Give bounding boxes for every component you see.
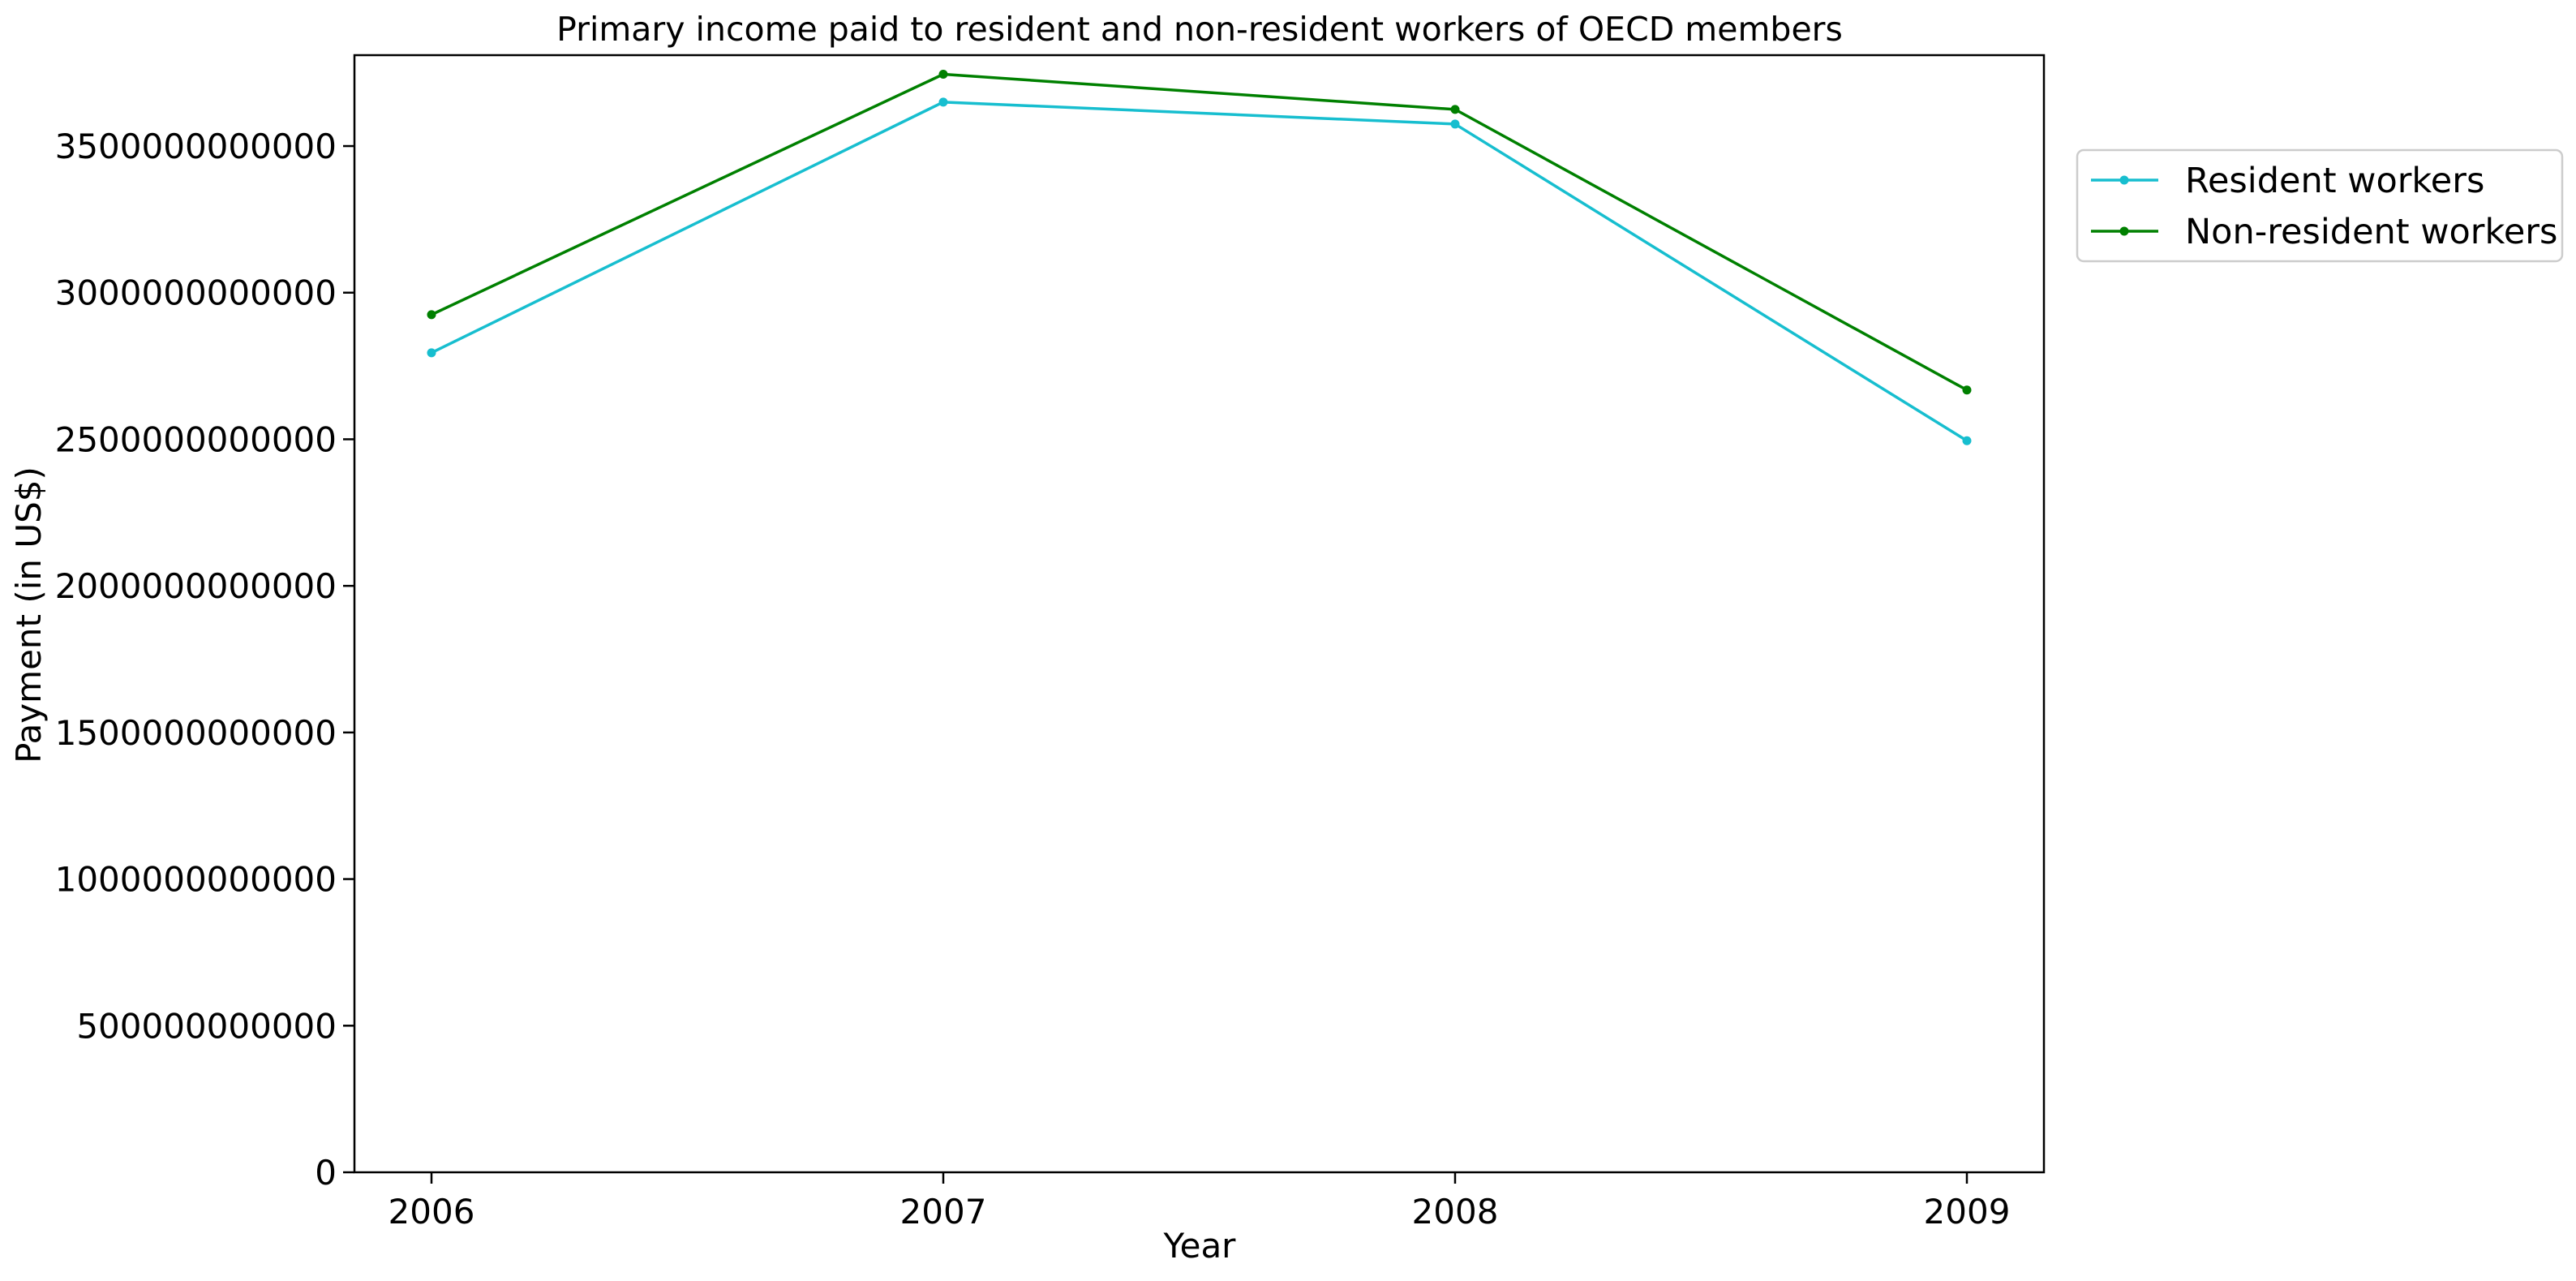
y-tick-label: 0 — [315, 1153, 337, 1193]
series-line-2 — [431, 72, 1968, 392]
y-tick-label: 1000000000000 — [55, 860, 337, 900]
y-tick-label: 1500000000000 — [55, 713, 337, 753]
legend-marker — [2119, 175, 2129, 185]
legend: Resident workers Non-resident workers — [2076, 148, 2564, 263]
x-tick-label: 2009 — [1924, 1192, 2011, 1232]
legend-label: Non-resident workers — [2185, 212, 2557, 252]
plot-series — [427, 69, 1972, 445]
data-point — [938, 97, 948, 107]
x-axis: 2006 2007 2008 2009 — [389, 1172, 2011, 1232]
y-tick-label: 3000000000000 — [55, 273, 337, 313]
x-axis-label: Year — [1163, 1226, 1237, 1266]
y-axis-label: Payment (in US$) — [9, 466, 49, 763]
data-point — [1450, 119, 1460, 129]
legend-marker — [2119, 226, 2129, 236]
data-point — [938, 69, 948, 79]
x-tick-label: 2007 — [900, 1192, 987, 1232]
y-tick-label: 3500000000000 — [55, 127, 337, 166]
data-point — [1450, 105, 1460, 114]
x-tick-label: 2006 — [389, 1192, 475, 1232]
data-point — [427, 310, 436, 320]
chart-title: Primary income paid to resident and non-… — [556, 10, 1843, 49]
legend-box — [2076, 148, 2564, 263]
x-tick-label: 2008 — [1412, 1192, 1499, 1232]
y-tick-label: 2500000000000 — [55, 419, 337, 459]
y-tick-label: 2000000000000 — [55, 566, 337, 606]
y-tick-label: 500000000000 — [76, 1006, 337, 1046]
data-point — [1962, 385, 1972, 395]
data-point — [427, 348, 436, 358]
plot-frame — [353, 54, 2046, 1174]
legend-label: Resident workers — [2185, 161, 2484, 201]
data-point — [1962, 436, 1972, 445]
series-line-1 — [431, 101, 1968, 442]
y-axis: 0 500000000000 1000000000000 1500000000000 2… — [55, 127, 354, 1193]
